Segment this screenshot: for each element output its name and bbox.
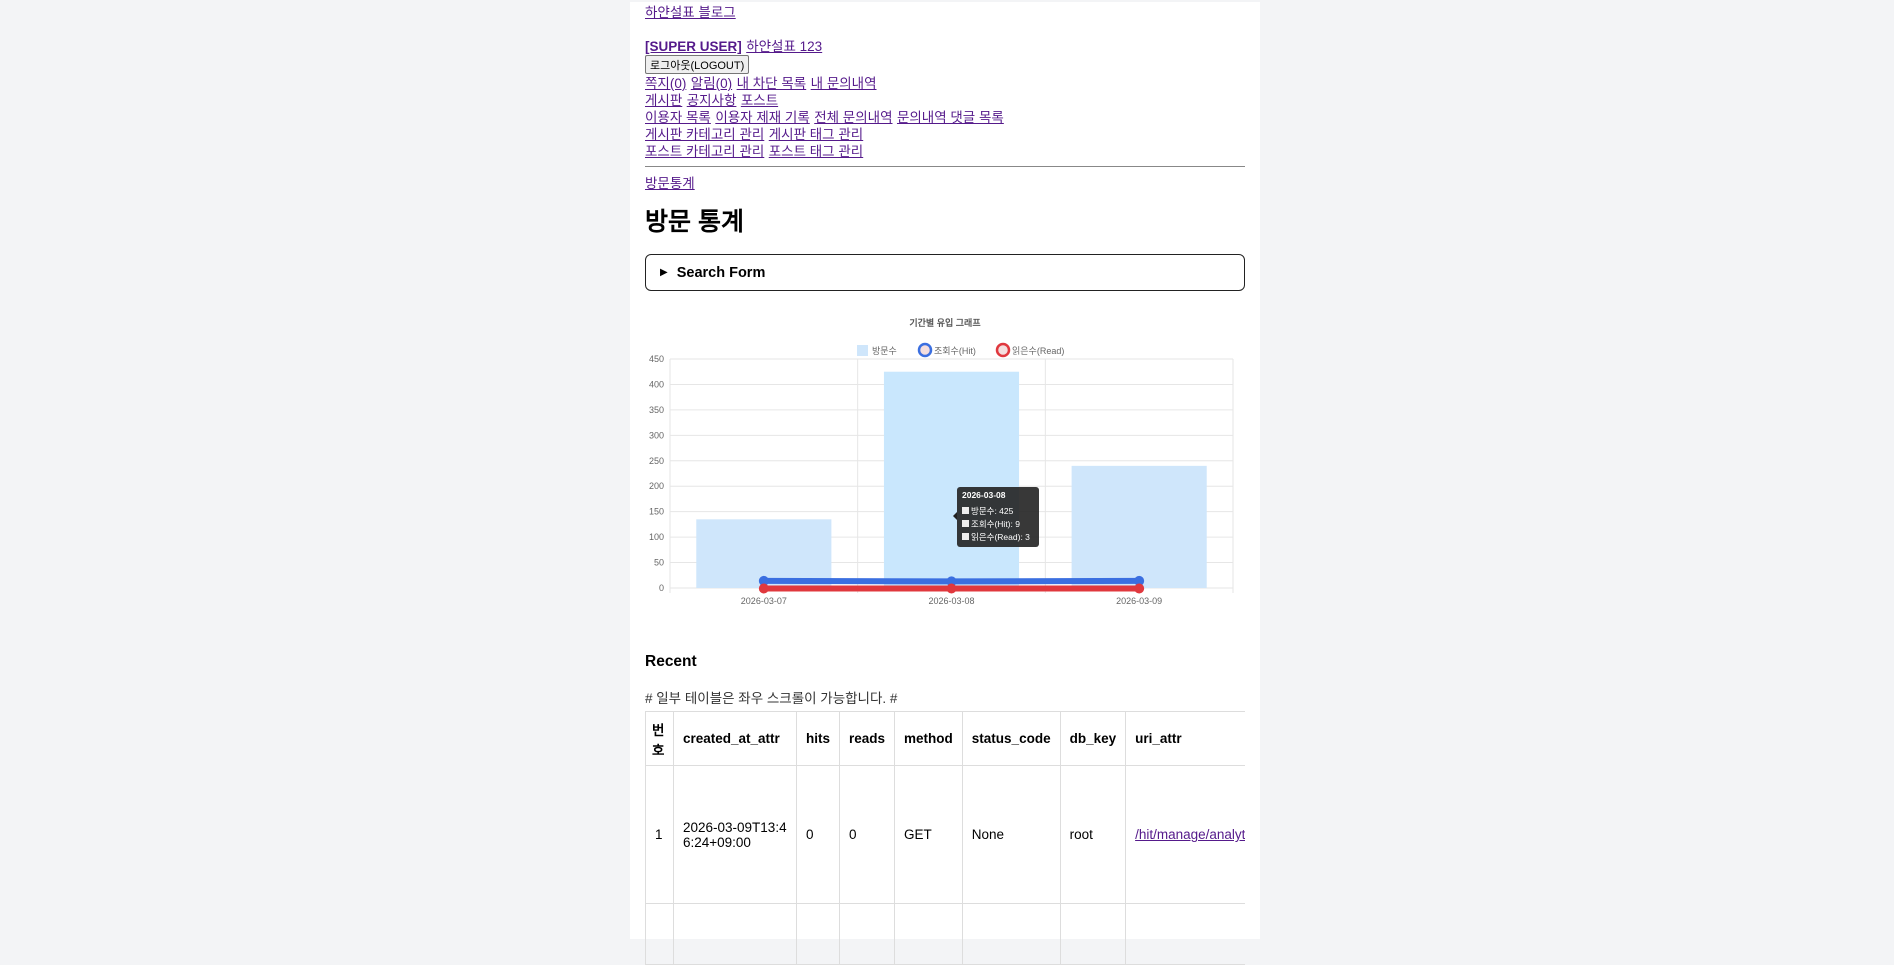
cell-uri: /hit/manage/analytics/	[1125, 765, 1245, 904]
bar	[1071, 465, 1207, 588]
nav-link[interactable]: 공지사항	[686, 93, 737, 108]
column-header: created_at_attr	[673, 711, 797, 766]
empty-cell	[1125, 903, 1245, 965]
y-tick-label: 50	[654, 558, 664, 568]
recent-table-scroll[interactable]: 번호 created_at_attr hits reads method status_c…	[645, 711, 1245, 965]
tooltip-line: 방문수: 425	[971, 506, 1014, 516]
user-name-link[interactable]: 하얀설표 123	[746, 39, 823, 54]
data-point	[758, 575, 769, 586]
triangle-right-icon: ▶	[660, 267, 668, 278]
tooltip-caret	[953, 512, 957, 520]
legend-label: 읽은수(Read)	[1012, 346, 1064, 356]
legend-swatch	[857, 345, 868, 356]
y-tick-label: 150	[649, 507, 664, 517]
nav-link[interactable]: 게시판 카테고리 관리	[645, 127, 765, 142]
scroll-note: # 일부 테이블은 좌우 스크롤이 가능합니다. #	[645, 691, 898, 706]
y-tick-label: 250	[649, 456, 664, 466]
uri-link[interactable]: /hit/manage/analytics/	[1135, 827, 1245, 842]
search-form-toggle[interactable]: ▶ Search Form	[645, 254, 1245, 291]
cell-created_at: 2026-03-09T13:46:24+09:00	[673, 765, 797, 904]
tooltip-title: 2026-03-08	[962, 490, 1006, 500]
nav-link[interactable]: 게시판	[645, 93, 683, 108]
x-tick-label: 2026-03-08	[928, 596, 974, 606]
column-header: hits	[795, 711, 841, 766]
nav-link[interactable]: 포스트 카테고리 관리	[645, 144, 765, 159]
page-title: 방문 통계	[645, 208, 744, 236]
divider	[645, 166, 1245, 167]
tooltip-swatch	[962, 533, 969, 540]
nav-link[interactable]: 포스트 태그 관리	[768, 144, 864, 159]
nav-link[interactable]: 알림(0)	[690, 76, 733, 91]
logout-button[interactable]: 로그아웃(LOGOUT)	[645, 55, 750, 74]
empty-cell	[839, 903, 896, 965]
nav-link[interactable]: 문의내역 댓글 목록	[896, 110, 1004, 125]
chart-title: 기간별 유입 그래프	[909, 317, 981, 328]
column-header: reads	[839, 711, 896, 766]
y-tick-label: 350	[649, 405, 664, 415]
nav-link[interactable]: 쪽지(0)	[645, 76, 687, 91]
column-header: uri_attr	[1125, 711, 1245, 766]
legend-label: 조회수(Hit)	[934, 346, 976, 356]
tooltip-swatch	[962, 520, 969, 527]
data-point	[1134, 583, 1145, 594]
nav-link[interactable]: 이용자 제재 기록	[715, 110, 810, 125]
data-point	[1134, 575, 1145, 586]
cell-db_key: root	[1059, 765, 1127, 904]
recent-table: 번호 created_at_attr hits reads method status_c…	[645, 711, 1245, 965]
column-header: method	[894, 711, 963, 766]
tooltip-line: 읽은수(Read): 3	[971, 532, 1030, 542]
recent-heading: Recent	[645, 653, 697, 670]
y-tick-label: 300	[649, 430, 664, 440]
nav-link[interactable]: 포스트	[740, 93, 779, 108]
cell-no: 1	[645, 765, 674, 904]
tooltip-swatch	[962, 507, 969, 514]
y-tick-label: 0	[659, 583, 664, 593]
user-role-link[interactable]: [SUPER USER]	[645, 39, 742, 54]
data-point	[758, 583, 769, 594]
nav-link[interactable]: 내 차단 목록	[736, 76, 807, 91]
data-point	[946, 576, 957, 587]
empty-cell	[894, 903, 963, 965]
column-header: db_key	[1059, 711, 1127, 766]
y-tick-label: 100	[649, 532, 664, 542]
table-row: 1 2026-03-09T13:46:24+09:00 0 0 GET None root /…	[645, 765, 1245, 904]
y-tick-label: 200	[649, 481, 664, 491]
cell-hits: 0	[795, 765, 841, 904]
empty-cell	[673, 903, 797, 965]
y-tick-label: 450	[649, 354, 664, 364]
x-tick-label: 2026-03-07	[741, 596, 787, 606]
legend-swatch	[995, 342, 1011, 358]
column-header: status_code	[961, 711, 1061, 766]
tooltip	[957, 487, 1039, 547]
empty-cell	[645, 903, 674, 965]
breadcrumb-analytics[interactable]: 방문통계	[645, 176, 695, 191]
table-row	[645, 903, 1245, 965]
bar	[883, 371, 1020, 588]
column-header: 번호	[645, 711, 674, 766]
cell-status_code: None	[961, 765, 1061, 904]
cell-method: GET	[894, 765, 963, 904]
tooltip-line: 조회수(Hit): 9	[971, 519, 1020, 529]
legend-label: 방문수	[872, 346, 897, 356]
page: 하얀설표 블로그 [SUPER USER] 하얀설표 123 로그아웃(LOGO…	[630, 2, 1260, 965]
search-form-label: Search Form	[676, 264, 766, 281]
x-tick-label: 2026-03-09	[1116, 596, 1162, 606]
legend-swatch	[917, 342, 933, 358]
nav-link[interactable]: 게시판 태그 관리	[768, 127, 864, 142]
blog-home-link[interactable]: 하얀설표 블로그	[645, 5, 736, 20]
nav-link[interactable]: 이용자 목록	[645, 110, 711, 125]
cell-reads: 0	[839, 765, 896, 904]
nav-link[interactable]: 전체 문의내역	[814, 110, 893, 125]
nav-link[interactable]: 내 문의내역	[810, 76, 877, 91]
data-point	[946, 583, 957, 594]
empty-cell	[1059, 903, 1127, 965]
empty-cell	[795, 903, 841, 965]
y-tick-label: 400	[649, 379, 664, 389]
empty-cell	[961, 903, 1061, 965]
